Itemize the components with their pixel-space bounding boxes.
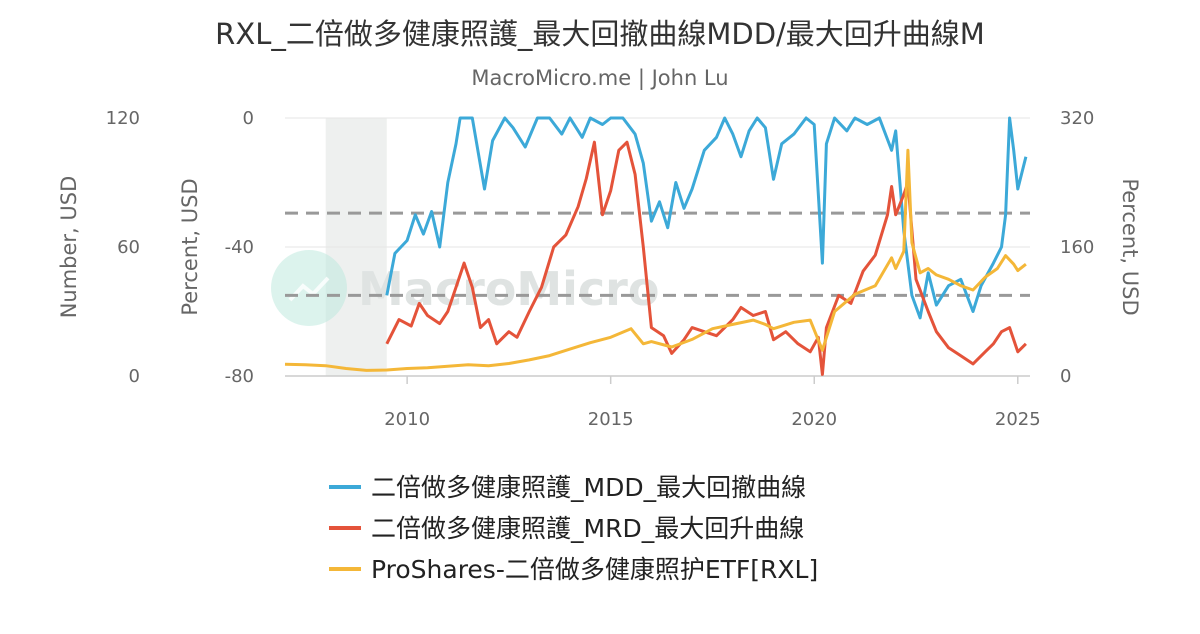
y-axis-title-right: Percent, USD (1118, 178, 1142, 315)
legend-label-0: 二倍做多健康照護_MDD_最大回撤曲線 (371, 473, 806, 502)
y-tick-label-right: 320 (1060, 108, 1094, 129)
y-tick-label-left_outer: 60 (117, 237, 140, 258)
y-tick-label-left_outer: 0 (129, 366, 140, 387)
chart-title: RXL_二倍做多健康照護_最大回撤曲線MDD/最大回升曲線M (215, 17, 985, 51)
y-tick-label-right: 160 (1060, 237, 1094, 258)
watermark-text: MacroMicro (358, 262, 659, 316)
series-line-0 (385, 116, 1028, 320)
watermark-logo-icon (271, 250, 347, 326)
legend-label-1: 二倍做多健康照護_MRD_最大回升曲線 (371, 514, 804, 543)
legend-label-2: ProShares-二倍做多健康照护ETF[RXL] (371, 555, 818, 584)
x-tick-label: 2010 (384, 409, 430, 430)
y-axis-title-left_inner: Percent, USD (178, 178, 202, 315)
x-tick-label: 2015 (588, 409, 634, 430)
x-tick-label: 2020 (791, 409, 837, 430)
x-tick-label: 2025 (995, 409, 1041, 430)
series-line-2 (284, 148, 1027, 372)
chart-subtitle: MacroMicro.me | John Lu (471, 66, 728, 91)
y-tick-label-left_inner: 0 (243, 108, 254, 129)
y-tick-label-left_inner: -40 (225, 237, 254, 258)
y-tick-label-right: 0 (1060, 366, 1071, 387)
watermark: MacroMicro (271, 250, 659, 326)
y-axis-title-left_outer: Number, USD (57, 176, 81, 319)
y-tick-label-left_inner: -80 (225, 366, 254, 387)
y-tick-label-left_outer: 120 (106, 108, 140, 129)
